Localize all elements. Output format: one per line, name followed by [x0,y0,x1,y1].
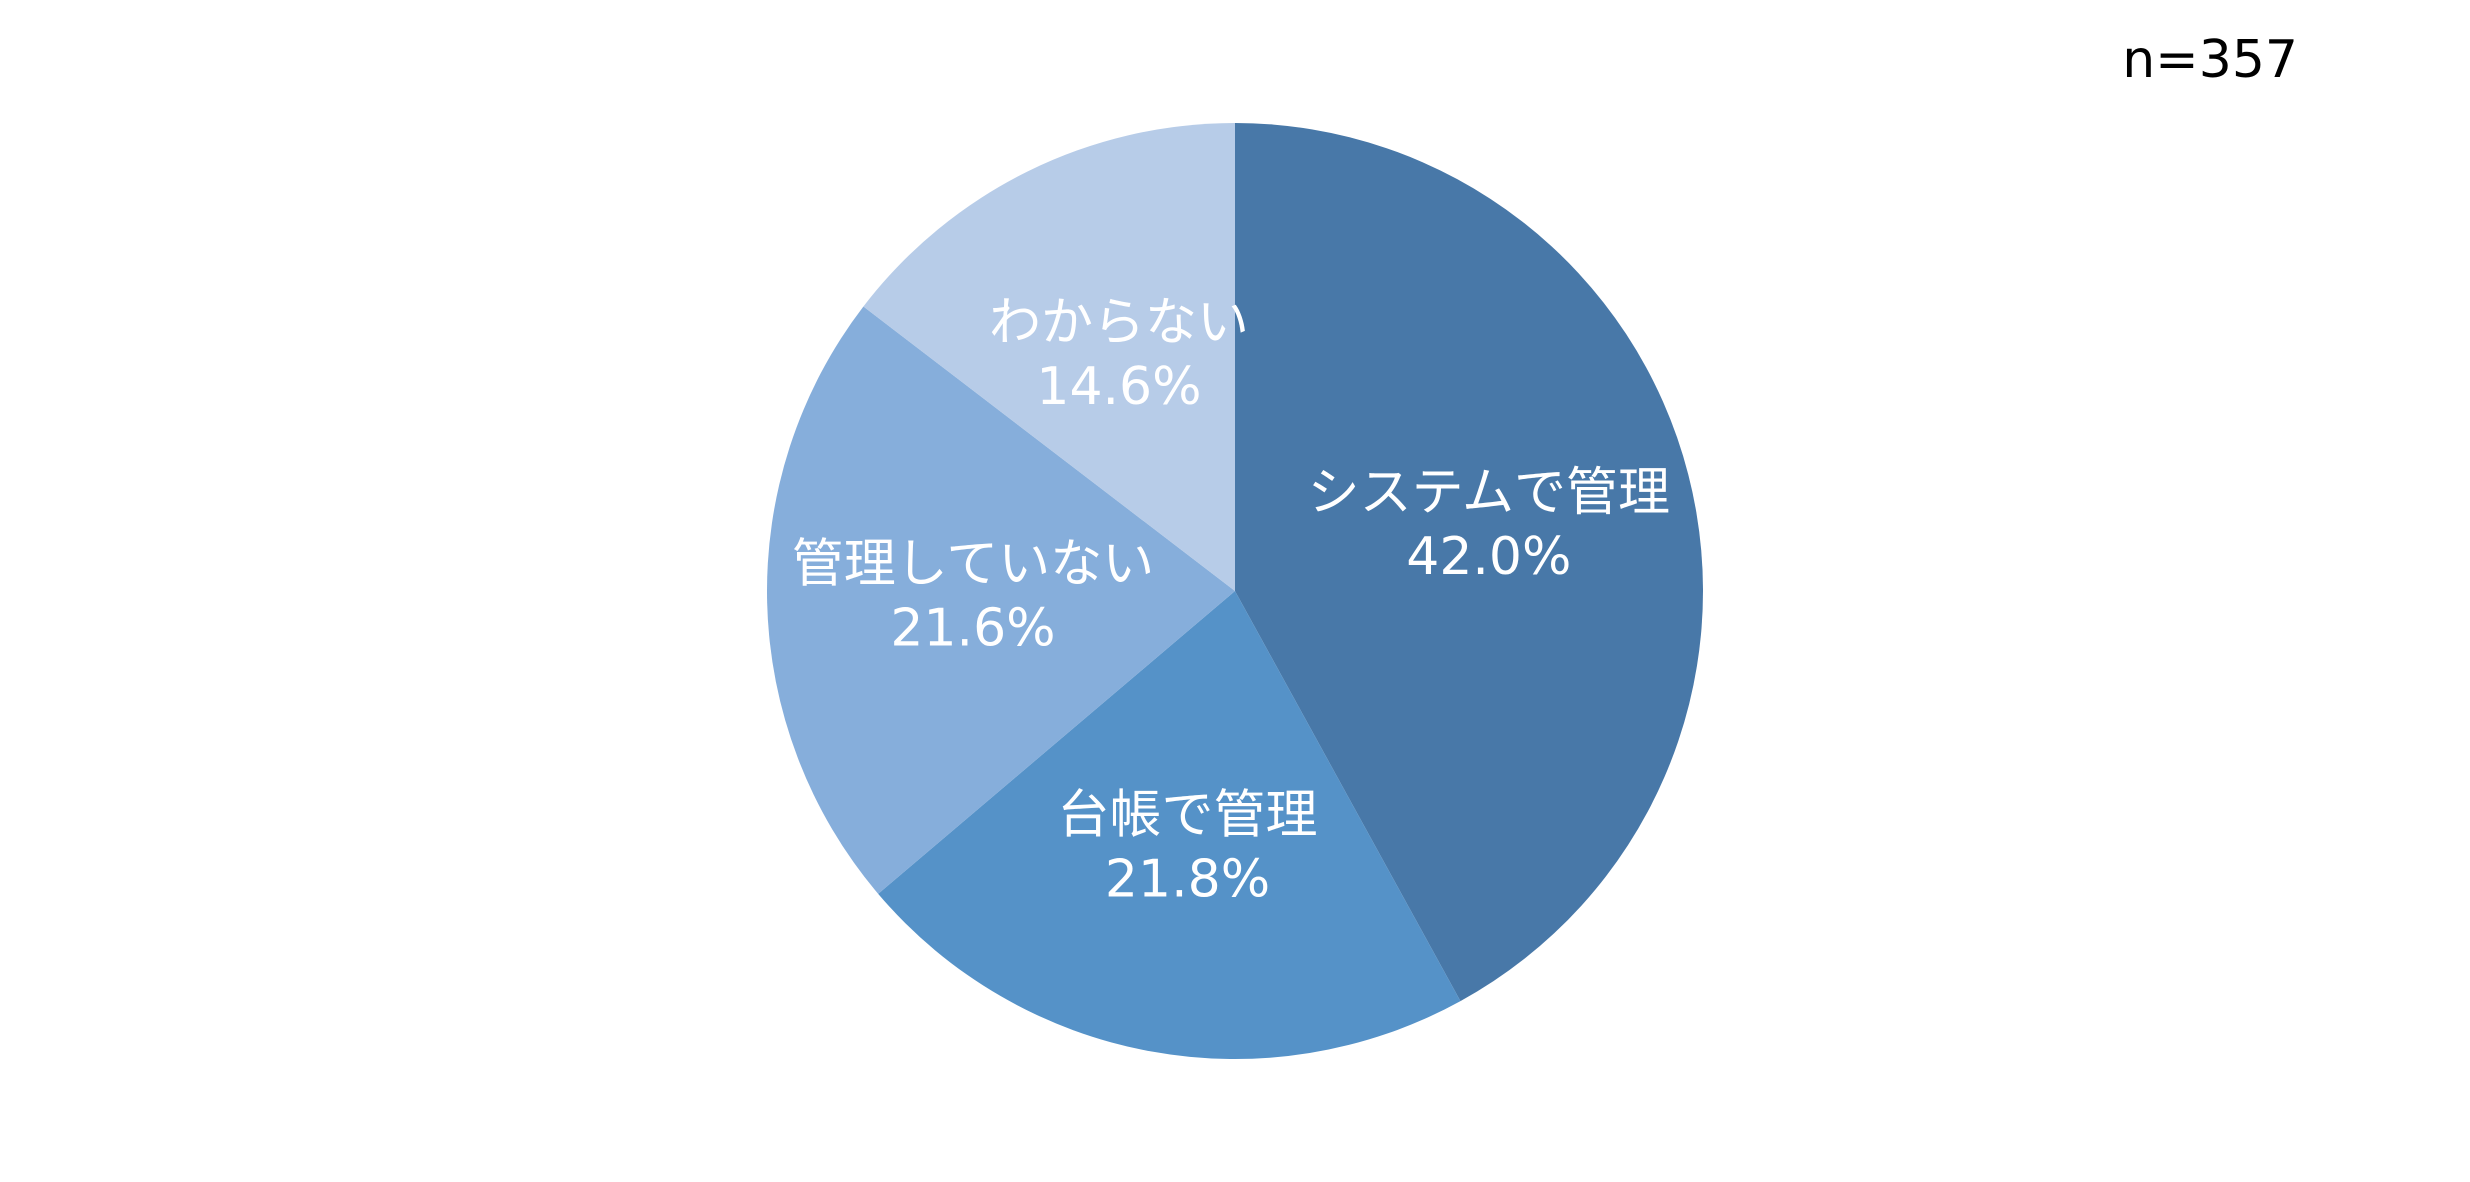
slice-value-label: 14.6% [1036,357,1201,417]
slice-category-label: システムで管理 [1308,463,1670,523]
sample-size-note: n=357 [2122,30,2298,90]
pie-slice [1235,123,1703,1002]
pie-slice [766,306,1235,894]
pie-slice [878,591,1461,1059]
slice-value-label: 21.6% [890,599,1055,659]
slice-value-label: 21.8% [1105,850,1270,910]
slice-category-label: 台帳で管理 [1058,786,1318,846]
slice-category-label: 管理していない [792,535,1154,595]
pie-slice [863,123,1235,591]
slice-value-label: 42.0% [1406,527,1571,587]
slice-category-label: わからない [989,293,1249,353]
